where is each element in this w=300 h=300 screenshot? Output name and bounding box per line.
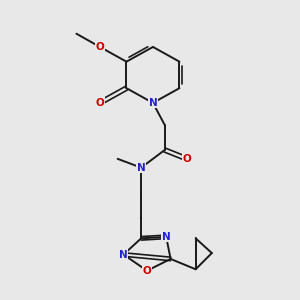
Text: O: O	[96, 98, 104, 108]
Text: O: O	[96, 42, 104, 52]
Text: N: N	[162, 232, 171, 242]
Text: N: N	[137, 163, 146, 173]
Text: O: O	[143, 266, 152, 276]
Text: N: N	[148, 98, 157, 108]
Text: O: O	[182, 154, 191, 164]
Text: N: N	[119, 250, 128, 260]
